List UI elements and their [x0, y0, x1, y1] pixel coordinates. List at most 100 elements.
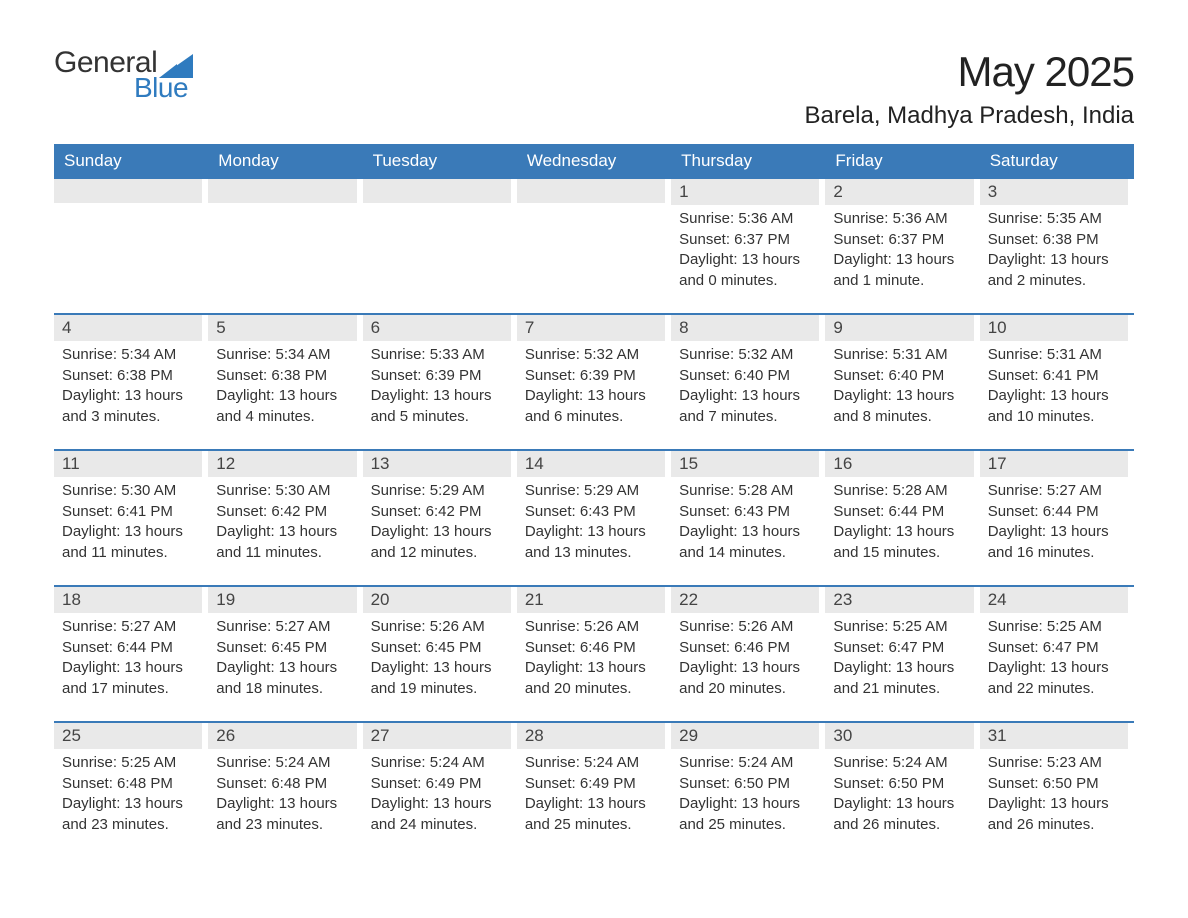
daylight-text: Daylight: 13 hours and 26 minutes. — [988, 794, 1126, 835]
calendar-cell: 2Sunrise: 5:36 AMSunset: 6:37 PMDaylight… — [825, 179, 979, 301]
day-number: 27 — [363, 723, 511, 749]
day-number: 15 — [671, 451, 819, 477]
calendar-cell: 10Sunrise: 5:31 AMSunset: 6:41 PMDayligh… — [980, 315, 1134, 437]
daylight-text: Daylight: 13 hours and 16 minutes. — [988, 522, 1126, 563]
day-body: Sunrise: 5:30 AMSunset: 6:41 PMDaylight:… — [54, 477, 202, 573]
sunrise-text: Sunrise: 5:24 AM — [525, 753, 663, 774]
sunrise-text: Sunrise: 5:29 AM — [525, 481, 663, 502]
day-number: 31 — [980, 723, 1128, 749]
daylight-text: Daylight: 13 hours and 21 minutes. — [833, 658, 971, 699]
daylight-text: Daylight: 13 hours and 20 minutes. — [525, 658, 663, 699]
sunset-text: Sunset: 6:37 PM — [833, 230, 971, 251]
day-number: 28 — [517, 723, 665, 749]
sunset-text: Sunset: 6:47 PM — [833, 638, 971, 659]
day-body: Sunrise: 5:31 AMSunset: 6:40 PMDaylight:… — [825, 341, 973, 437]
day-number — [363, 179, 511, 203]
daylight-text: Daylight: 13 hours and 23 minutes. — [216, 794, 354, 835]
calendar-cell: 12Sunrise: 5:30 AMSunset: 6:42 PMDayligh… — [208, 451, 362, 573]
daylight-text: Daylight: 13 hours and 11 minutes. — [62, 522, 200, 563]
day-body: Sunrise: 5:29 AMSunset: 6:43 PMDaylight:… — [517, 477, 665, 573]
daylight-text: Daylight: 13 hours and 10 minutes. — [988, 386, 1126, 427]
day-body: Sunrise: 5:26 AMSunset: 6:46 PMDaylight:… — [671, 613, 819, 709]
sunrise-text: Sunrise: 5:31 AM — [833, 345, 971, 366]
daylight-text: Daylight: 13 hours and 25 minutes. — [679, 794, 817, 835]
page-subtitle: Barela, Madhya Pradesh, India — [804, 102, 1134, 130]
sunset-text: Sunset: 6:50 PM — [833, 774, 971, 795]
daylight-text: Daylight: 13 hours and 4 minutes. — [216, 386, 354, 427]
calendar-cell: 6Sunrise: 5:33 AMSunset: 6:39 PMDaylight… — [363, 315, 517, 437]
daylight-text: Daylight: 13 hours and 18 minutes. — [216, 658, 354, 699]
sunrise-text: Sunrise: 5:25 AM — [988, 617, 1126, 638]
day-number: 18 — [54, 587, 202, 613]
day-body: Sunrise: 5:25 AMSunset: 6:47 PMDaylight:… — [825, 613, 973, 709]
daylight-text: Daylight: 13 hours and 20 minutes. — [679, 658, 817, 699]
day-number: 8 — [671, 315, 819, 341]
calendar-cell: 21Sunrise: 5:26 AMSunset: 6:46 PMDayligh… — [517, 587, 671, 709]
calendar-cell: 29Sunrise: 5:24 AMSunset: 6:50 PMDayligh… — [671, 723, 825, 845]
sunset-text: Sunset: 6:48 PM — [62, 774, 200, 795]
title-block: May 2025 Barela, Madhya Pradesh, India — [804, 48, 1134, 130]
sunset-text: Sunset: 6:39 PM — [525, 366, 663, 387]
sunset-text: Sunset: 6:37 PM — [679, 230, 817, 251]
calendar-cell: 3Sunrise: 5:35 AMSunset: 6:38 PMDaylight… — [980, 179, 1134, 301]
daylight-text: Daylight: 13 hours and 12 minutes. — [371, 522, 509, 563]
sunrise-text: Sunrise: 5:30 AM — [62, 481, 200, 502]
calendar-week: 18Sunrise: 5:27 AMSunset: 6:44 PMDayligh… — [54, 585, 1134, 709]
calendar-cell: 4Sunrise: 5:34 AMSunset: 6:38 PMDaylight… — [54, 315, 208, 437]
day-number: 11 — [54, 451, 202, 477]
calendar-cell: 11Sunrise: 5:30 AMSunset: 6:41 PMDayligh… — [54, 451, 208, 573]
calendar-cell: 8Sunrise: 5:32 AMSunset: 6:40 PMDaylight… — [671, 315, 825, 437]
day-body: Sunrise: 5:36 AMSunset: 6:37 PMDaylight:… — [825, 205, 973, 301]
sunrise-text: Sunrise: 5:36 AM — [679, 209, 817, 230]
sunrise-text: Sunrise: 5:27 AM — [62, 617, 200, 638]
calendar: Sunday Monday Tuesday Wednesday Thursday… — [54, 144, 1134, 845]
calendar-week: 1Sunrise: 5:36 AMSunset: 6:37 PMDaylight… — [54, 179, 1134, 301]
sunset-text: Sunset: 6:41 PM — [988, 366, 1126, 387]
sunset-text: Sunset: 6:49 PM — [525, 774, 663, 795]
header: General Blue May 2025 Barela, Madhya Pra… — [54, 48, 1134, 130]
sunrise-text: Sunrise: 5:25 AM — [62, 753, 200, 774]
sunset-text: Sunset: 6:38 PM — [216, 366, 354, 387]
day-body — [517, 203, 665, 299]
day-number — [208, 179, 356, 203]
calendar-cell: 30Sunrise: 5:24 AMSunset: 6:50 PMDayligh… — [825, 723, 979, 845]
daylight-text: Daylight: 13 hours and 7 minutes. — [679, 386, 817, 427]
sunrise-text: Sunrise: 5:33 AM — [371, 345, 509, 366]
sunset-text: Sunset: 6:40 PM — [679, 366, 817, 387]
day-number: 17 — [980, 451, 1128, 477]
day-body: Sunrise: 5:31 AMSunset: 6:41 PMDaylight:… — [980, 341, 1128, 437]
daylight-text: Daylight: 13 hours and 25 minutes. — [525, 794, 663, 835]
sunrise-text: Sunrise: 5:32 AM — [525, 345, 663, 366]
day-body — [208, 203, 356, 299]
day-body: Sunrise: 5:29 AMSunset: 6:42 PMDaylight:… — [363, 477, 511, 573]
daylight-text: Daylight: 13 hours and 14 minutes. — [679, 522, 817, 563]
dow-tuesday: Tuesday — [363, 144, 517, 179]
day-number — [517, 179, 665, 203]
sunset-text: Sunset: 6:41 PM — [62, 502, 200, 523]
sunrise-text: Sunrise: 5:24 AM — [679, 753, 817, 774]
day-number: 1 — [671, 179, 819, 205]
day-number: 23 — [825, 587, 973, 613]
sunrise-text: Sunrise: 5:29 AM — [371, 481, 509, 502]
day-number: 16 — [825, 451, 973, 477]
day-number: 7 — [517, 315, 665, 341]
sunrise-text: Sunrise: 5:24 AM — [833, 753, 971, 774]
day-body: Sunrise: 5:24 AMSunset: 6:49 PMDaylight:… — [517, 749, 665, 845]
sunrise-text: Sunrise: 5:25 AM — [833, 617, 971, 638]
sunrise-text: Sunrise: 5:30 AM — [216, 481, 354, 502]
sunset-text: Sunset: 6:42 PM — [371, 502, 509, 523]
sunrise-text: Sunrise: 5:26 AM — [679, 617, 817, 638]
calendar-cell: 17Sunrise: 5:27 AMSunset: 6:44 PMDayligh… — [980, 451, 1134, 573]
sunset-text: Sunset: 6:46 PM — [525, 638, 663, 659]
day-number: 4 — [54, 315, 202, 341]
sunset-text: Sunset: 6:47 PM — [988, 638, 1126, 659]
logo-word2: Blue — [134, 74, 193, 102]
sunrise-text: Sunrise: 5:24 AM — [216, 753, 354, 774]
daylight-text: Daylight: 13 hours and 3 minutes. — [62, 386, 200, 427]
calendar-cell: 1Sunrise: 5:36 AMSunset: 6:37 PMDaylight… — [671, 179, 825, 301]
sunrise-text: Sunrise: 5:35 AM — [988, 209, 1126, 230]
daylight-text: Daylight: 13 hours and 17 minutes. — [62, 658, 200, 699]
day-body: Sunrise: 5:27 AMSunset: 6:45 PMDaylight:… — [208, 613, 356, 709]
sunrise-text: Sunrise: 5:36 AM — [833, 209, 971, 230]
calendar-cell — [208, 179, 362, 301]
